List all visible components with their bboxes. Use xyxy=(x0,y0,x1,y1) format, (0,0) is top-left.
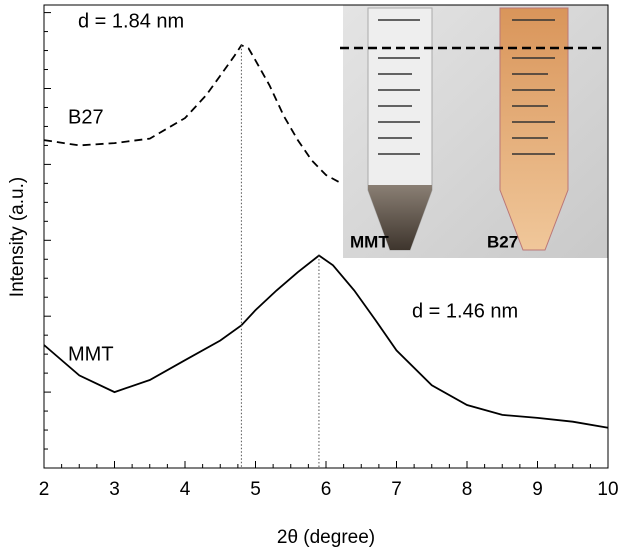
x-tick-label: 5 xyxy=(250,479,261,500)
annotation: d = 1.84 nm xyxy=(78,10,184,32)
x-axis-label: 2θ (degree) xyxy=(277,527,375,548)
x-tick-label: 4 xyxy=(180,479,191,500)
inset-label: B27 xyxy=(487,232,518,251)
series-label: MMT xyxy=(68,343,114,365)
x-tick-label: 3 xyxy=(109,479,120,500)
inset-label: MMT xyxy=(350,232,389,251)
series-line xyxy=(43,254,609,429)
x-tick-label: 7 xyxy=(391,479,402,500)
x-tick-label: 6 xyxy=(321,479,332,500)
inset-photo: MMT B27 xyxy=(340,5,608,258)
x-tick-label: 2 xyxy=(39,479,50,500)
series-line xyxy=(43,44,341,184)
x-tick-label: 9 xyxy=(532,479,543,500)
x-tick-label: 8 xyxy=(462,479,473,500)
series-label: B27 xyxy=(68,106,104,128)
annotation: d = 1.46 nm xyxy=(412,300,518,322)
y-axis-label: Intensity (a.u.) xyxy=(7,177,28,297)
x-tick-label: 10 xyxy=(597,479,618,500)
